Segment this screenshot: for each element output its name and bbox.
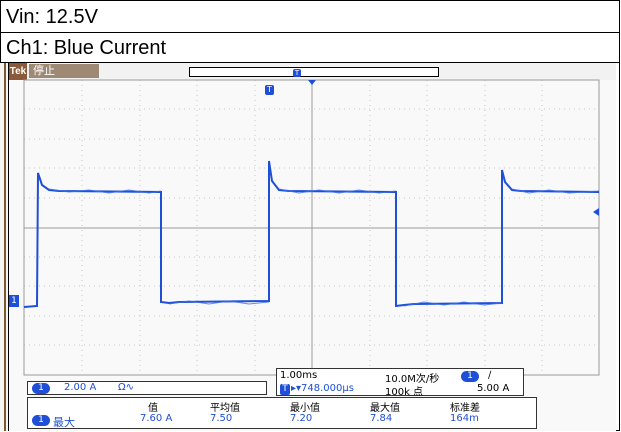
measurement-type: 最大 [53, 416, 75, 429]
caption-channel: Ch1: Blue Current [6, 37, 167, 59]
trigger-level: 5.00 A [477, 383, 510, 394]
record-length: 100k 点 [385, 387, 424, 398]
value-max: 7.84 [370, 413, 393, 424]
caption-divider-bottom [0, 62, 620, 63]
header-value: 值 [148, 403, 158, 414]
measurement-channel-badge: 1 [32, 415, 50, 426]
sample-rate: 10.0M次/秒 [385, 374, 440, 385]
channel-badge: 1 [32, 383, 50, 394]
header-max: 最大值 [370, 403, 400, 414]
left-bezel [0, 63, 9, 431]
trigger-channel-badge: 1 [461, 371, 479, 382]
acquisition-status: 停止 [29, 64, 99, 78]
record-position-bar [189, 67, 439, 77]
ch1-waveform [23, 160, 600, 308]
channel-scale: 2.00 A [64, 382, 97, 393]
trigger-position-arrow [308, 80, 316, 85]
trigger-level-arrow [593, 208, 599, 216]
header-stddev: 标准差 [450, 403, 480, 414]
scope-grid [24, 80, 599, 375]
value-mean: 7.50 [210, 413, 233, 424]
value-min: 7.20 [290, 413, 313, 424]
waveform-plot [23, 79, 600, 376]
trigger-slope-icon: ∕ [488, 370, 492, 381]
tek-logo: Tek [9, 63, 27, 80]
scope-center-axes [24, 80, 599, 375]
ch1-waveform-noise [48, 188, 600, 307]
channel-readout[interactable]: 1 2.00 A Ω∿ [27, 381, 267, 395]
trigger-time-badge: T [280, 384, 290, 395]
channel-coupling: Ω∿ [118, 382, 135, 393]
record-view-marker: T [293, 69, 301, 77]
timebase-readout[interactable]: 1.00ms 10.0M次/秒 1 ∕ T ▸▾748.000μs 100k 点… [276, 368, 524, 398]
ch1-ground-marker: 1 [9, 295, 19, 307]
oscilloscope-screen: Tek 停止 T [9, 63, 616, 431]
header-mean: 平均值 [210, 403, 240, 414]
trigger-badge: T [265, 85, 274, 95]
header-min: 最小值 [290, 403, 320, 414]
measurement-panel[interactable]: 1 最大 值 平均值 最小值 最大值 标准差 7.60 A 7.50 7.20 … [27, 397, 537, 429]
caption-divider [0, 32, 620, 33]
time-per-div: 1.00ms [280, 370, 318, 381]
caption-vin: Vin: 12.5V [6, 6, 98, 28]
horizontal-position: ▸▾748.000μs [291, 383, 354, 394]
value-current: 7.60 A [140, 413, 173, 424]
value-stddev: 164m [450, 413, 479, 424]
